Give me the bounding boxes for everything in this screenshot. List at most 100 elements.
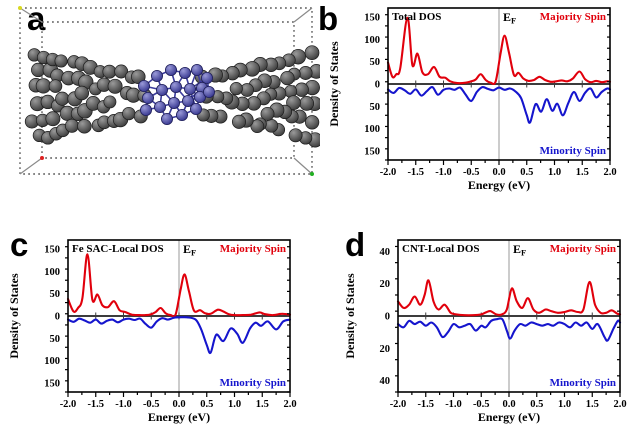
carbon-atom <box>55 91 70 106</box>
minority-spin-label: Minority Spin <box>550 377 616 389</box>
fermi-level-label: EF <box>503 10 516 26</box>
x-tick-label: 0.5 <box>200 399 213 410</box>
y-tick-label: 50 <box>50 289 61 300</box>
x-tick-label: -1.0 <box>445 399 462 410</box>
fe-atom <box>178 67 191 80</box>
fe-atom <box>202 86 215 99</box>
fe-atom <box>160 113 173 126</box>
carbon-atom <box>229 82 243 96</box>
carbon-atom <box>114 64 129 79</box>
x-tick-label: -0.5 <box>143 399 160 410</box>
fe-atom <box>139 104 152 117</box>
x-tick-label: 0.5 <box>530 399 543 410</box>
x-tick-label: -2.0 <box>380 167 397 178</box>
y-tick-label: 40 <box>380 376 391 387</box>
x-tick-label: 1.5 <box>586 399 599 410</box>
fe-atom <box>190 64 203 77</box>
cell-depth-edge <box>19 157 43 175</box>
carbon-atom <box>250 119 265 134</box>
majority-spin-label: Majority Spin <box>220 243 286 255</box>
carbon-nanotube-right <box>194 45 320 148</box>
x-tick-label: 2.0 <box>613 399 626 410</box>
y-tick-label: 50 <box>370 102 381 113</box>
x-tick-label: 0.0 <box>492 167 505 178</box>
y-tick-label: 100 <box>364 124 380 135</box>
carbon-atom <box>299 96 315 111</box>
majority-spin-label: Majority Spin <box>550 243 616 255</box>
carbon-nanotube-left <box>24 48 152 145</box>
y-tick-label: 100 <box>44 267 60 278</box>
x-axis-title: Energy (eV) <box>148 410 210 424</box>
x-tick-label: 1.5 <box>576 167 589 178</box>
plot-title: Fe SAC-Local DOS <box>72 243 164 255</box>
panel-label-c: c <box>10 226 28 263</box>
x-tick-label: -1.0 <box>115 399 132 410</box>
carbon-atom <box>280 70 295 86</box>
x-tick-label: 2.0 <box>283 399 296 410</box>
fe-atom <box>193 91 206 104</box>
carbon-atom <box>264 118 279 133</box>
carbon-atom <box>77 119 92 134</box>
x-tick-label: -2.0 <box>60 399 77 410</box>
carbon-atom <box>304 45 320 61</box>
x-tick-label: 1.0 <box>558 399 571 410</box>
minority-spin-curve <box>66 316 292 355</box>
x-tick-label: 1.5 <box>256 399 269 410</box>
y-tick-label: 150 <box>364 147 380 158</box>
fe-atom <box>181 95 194 108</box>
carbon-atom <box>74 85 90 101</box>
x-tick-label: 2.0 <box>603 167 616 178</box>
minority-spin-label: Minority Spin <box>540 145 606 157</box>
carbon-atom <box>304 115 320 130</box>
x-tick-label: 0.0 <box>502 399 515 410</box>
plot-title: Total DOS <box>392 11 441 23</box>
panel-label-d: d <box>345 226 365 263</box>
x-tick-label: -1.5 <box>87 399 104 410</box>
y-tick-label: 20 <box>380 344 391 355</box>
y-axis-title: Density of States <box>7 273 21 359</box>
cell-axis-marker-green <box>310 172 314 176</box>
y-tick-label: 150 <box>364 12 380 23</box>
fe-atom <box>141 92 154 105</box>
x-tick-label: -1.0 <box>435 167 452 178</box>
cell-axis-marker-red <box>40 156 44 160</box>
carbon-atom <box>64 118 79 133</box>
y-tick-label: 100 <box>364 35 380 46</box>
x-tick-label: -1.5 <box>407 167 424 178</box>
x-tick-label: 1.0 <box>548 167 561 178</box>
carbon-atom <box>103 95 117 109</box>
carbon-atom <box>288 128 303 143</box>
fe-atom <box>200 72 213 85</box>
x-tick-label: -0.5 <box>463 167 480 178</box>
y-tick-label: 50 <box>370 57 381 68</box>
y-tick-label: 40 <box>380 247 391 258</box>
molecular-structure-panel <box>18 6 320 176</box>
fe-atom <box>169 81 182 94</box>
carbon-atom <box>294 82 309 97</box>
majority-spin-curve <box>396 279 622 317</box>
panel-label-b: b <box>318 0 338 37</box>
fe-atom <box>175 109 188 122</box>
cnt-local-dos-chart: 40 20 0 20 40 -2.0 -1.5 -1.0 -0.5 0.0 0.5 1.0 1.5 2.0… <box>343 239 627 424</box>
y-tick-label: 150 <box>44 244 60 255</box>
x-tick-label: -0.5 <box>473 399 490 410</box>
carbon-atom <box>54 54 68 68</box>
y-tick-label: 50 <box>50 334 61 345</box>
x-tick-label: -2.0 <box>390 399 407 410</box>
y-axis-title: Density of States <box>327 41 341 127</box>
carbon-atom <box>107 78 123 94</box>
carbon-atom <box>231 114 247 129</box>
cell-origin-marker <box>18 6 22 10</box>
cell-depth-edge <box>293 157 313 175</box>
fe-atom <box>189 103 202 116</box>
x-tick-label: -1.5 <box>417 399 434 410</box>
majority-spin-label: Majority Spin <box>540 11 606 23</box>
x-tick-label: 0.0 <box>172 399 185 410</box>
carbon-atom <box>45 111 61 127</box>
fe-atom <box>153 101 166 114</box>
carbon-atom <box>131 69 146 85</box>
carbon-atom <box>35 78 52 94</box>
y-tick-label: 0 <box>375 80 380 91</box>
